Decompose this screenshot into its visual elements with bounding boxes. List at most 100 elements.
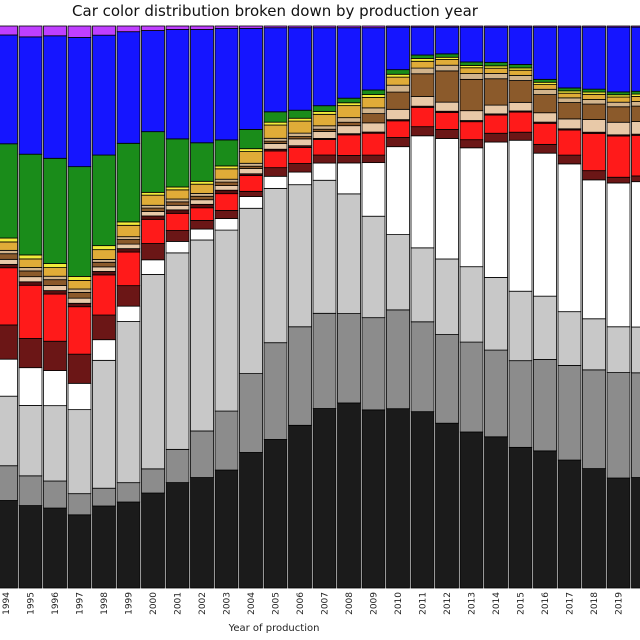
bar-segment-2002-green	[190, 142, 214, 182]
bar-segment-2013-dark-red	[459, 139, 484, 149]
bar-segment-2016-black	[533, 450, 557, 589]
bar-segment-1995-brown	[18, 270, 43, 278]
x-tick-label-2013: 2013	[468, 592, 478, 615]
bar-segment-2003-maroon	[214, 189, 239, 195]
bar-segment-2004-white	[239, 196, 263, 209]
bar-segment-2016-blue	[533, 26, 557, 80]
bar-segment-2016-purple	[533, 25, 557, 28]
bar-segment-2002-blue	[190, 29, 214, 144]
bar-segment-2020-light-gray	[631, 326, 640, 374]
bar-segment-2009-tan	[361, 107, 386, 115]
x-tick-label-2012: 2012	[443, 592, 453, 615]
bar-segment-1999-light-gray	[116, 321, 141, 484]
bar-segment-2012-red	[435, 111, 459, 130]
bar-segment-2001-red	[165, 212, 190, 231]
bar-segment-2001-beige	[165, 204, 190, 211]
bar-segment-2009-red	[361, 132, 386, 156]
bar-segment-2013-white	[459, 147, 484, 268]
bar-segment-2020-dark-gray	[631, 372, 640, 478]
bar-segment-2010-red	[386, 120, 410, 138]
bar-segment-2011-tan	[410, 67, 435, 75]
bar-segment-2007-white	[312, 162, 337, 181]
bar-segment-2017-gold	[557, 92, 582, 99]
bar-segment-1995-yellow	[18, 254, 43, 260]
bar-segment-1998-purple	[92, 25, 116, 36]
bar-segment-1995-dark-red	[18, 338, 43, 369]
bar-segment-2004-gold	[239, 151, 263, 164]
bar-segment-2008-brown	[337, 121, 361, 127]
bar-segment-1998-dark-red	[92, 314, 116, 341]
bar-segment-2006-gold	[288, 120, 312, 134]
bar-segment-1998-tan	[92, 258, 116, 263]
bar-segment-2015-red	[508, 111, 533, 133]
bar-segment-2002-beige	[190, 199, 214, 205]
bar-segment-2014-red	[484, 114, 508, 134]
bar-segment-2006-dark-red	[288, 163, 312, 173]
bar-segment-1995-gold	[18, 258, 43, 268]
bar-segment-1994-tan	[0, 249, 18, 255]
bar-segment-2012-white	[435, 138, 459, 260]
bar-segment-2000-purple	[141, 25, 165, 31]
bar-segment-2009-blue	[361, 27, 386, 91]
bar-segment-2013-gold	[459, 67, 484, 74]
bar-segment-1999-red	[116, 251, 141, 287]
bar-segment-2014-dark-red	[484, 132, 508, 143]
bar-segment-1995-beige	[18, 276, 43, 283]
x-tick-label-2015: 2015	[517, 592, 527, 615]
bar-segment-2018-purple	[582, 25, 606, 28]
bar-segment-2015-black	[508, 446, 533, 589]
bar-segment-2014-purple	[484, 25, 508, 28]
bar-segment-2004-tan	[239, 162, 263, 167]
bar-segment-2007-gold	[312, 113, 337, 127]
bar-segment-2002-maroon	[190, 203, 214, 209]
bar-segment-2001-gold	[165, 189, 190, 200]
bar-segment-1996-dark-gray	[43, 480, 67, 509]
bar-segment-2011-white	[410, 135, 435, 249]
bar-segment-2018-gold	[582, 93, 606, 100]
bar-segment-2018-beige	[582, 119, 606, 133]
bar-segment-1994-dark-gray	[0, 465, 18, 501]
bar-segment-1998-blue	[92, 34, 116, 156]
bar-segment-1996-brown	[43, 279, 67, 286]
bar-segment-2009-green	[361, 89, 386, 95]
bar-segment-2010-dark-gray	[386, 309, 410, 410]
bar-segment-2017-dark-gray	[557, 365, 582, 461]
bar-segment-2009-yellow	[361, 94, 386, 98]
bar-segment-1995-dark-gray	[18, 475, 43, 506]
bar-segment-2005-white	[263, 175, 288, 189]
bar-segment-2003-tan	[214, 178, 239, 183]
bar-segment-2001-yellow	[165, 186, 190, 191]
bar-segment-1995-green	[18, 153, 43, 256]
bar-segment-1994-purple	[0, 25, 18, 36]
bar-segment-2011-black	[410, 411, 435, 589]
bar-segment-2003-light-gray	[214, 229, 239, 412]
bar-segment-1999-gold	[116, 224, 141, 238]
bar-segment-1995-light-gray	[18, 405, 43, 477]
bar-segment-2014-white	[484, 141, 508, 278]
bar-segment-2013-tan	[459, 73, 484, 80]
bar-segment-2007-yellow	[312, 111, 337, 115]
bar-segment-1999-dark-red	[116, 285, 141, 307]
bar-segment-2019-green	[606, 91, 631, 96]
bar-segment-1999-maroon	[116, 248, 141, 253]
bar-segment-2018-light-gray	[582, 318, 606, 371]
bar-segment-2002-black	[190, 477, 214, 589]
bar-segment-2006-blue	[288, 27, 312, 111]
bar-segment-1998-red	[92, 274, 116, 316]
bar-segment-2000-tan	[141, 204, 165, 209]
bar-segment-2004-dark-gray	[239, 373, 263, 453]
x-tick-label-2002: 2002	[198, 592, 208, 615]
bars-layer	[0, 25, 640, 589]
bar-segment-2004-blue	[239, 27, 263, 130]
bar-segment-1994-black	[0, 500, 18, 589]
bar-segment-2005-red	[263, 150, 288, 169]
bar-segment-2003-blue	[214, 27, 239, 141]
bar-segment-2015-dark-gray	[508, 360, 533, 448]
bar-segment-2018-blue	[582, 26, 606, 90]
bar-segment-2001-purple	[165, 25, 190, 30]
bar-segment-2019-black	[606, 477, 631, 589]
bar-segment-1999-purple	[116, 25, 141, 33]
bar-segment-2011-dark-red	[410, 126, 435, 137]
bar-segment-1997-dark-red	[67, 353, 92, 384]
bar-segment-2009-dark-gray	[361, 317, 386, 411]
